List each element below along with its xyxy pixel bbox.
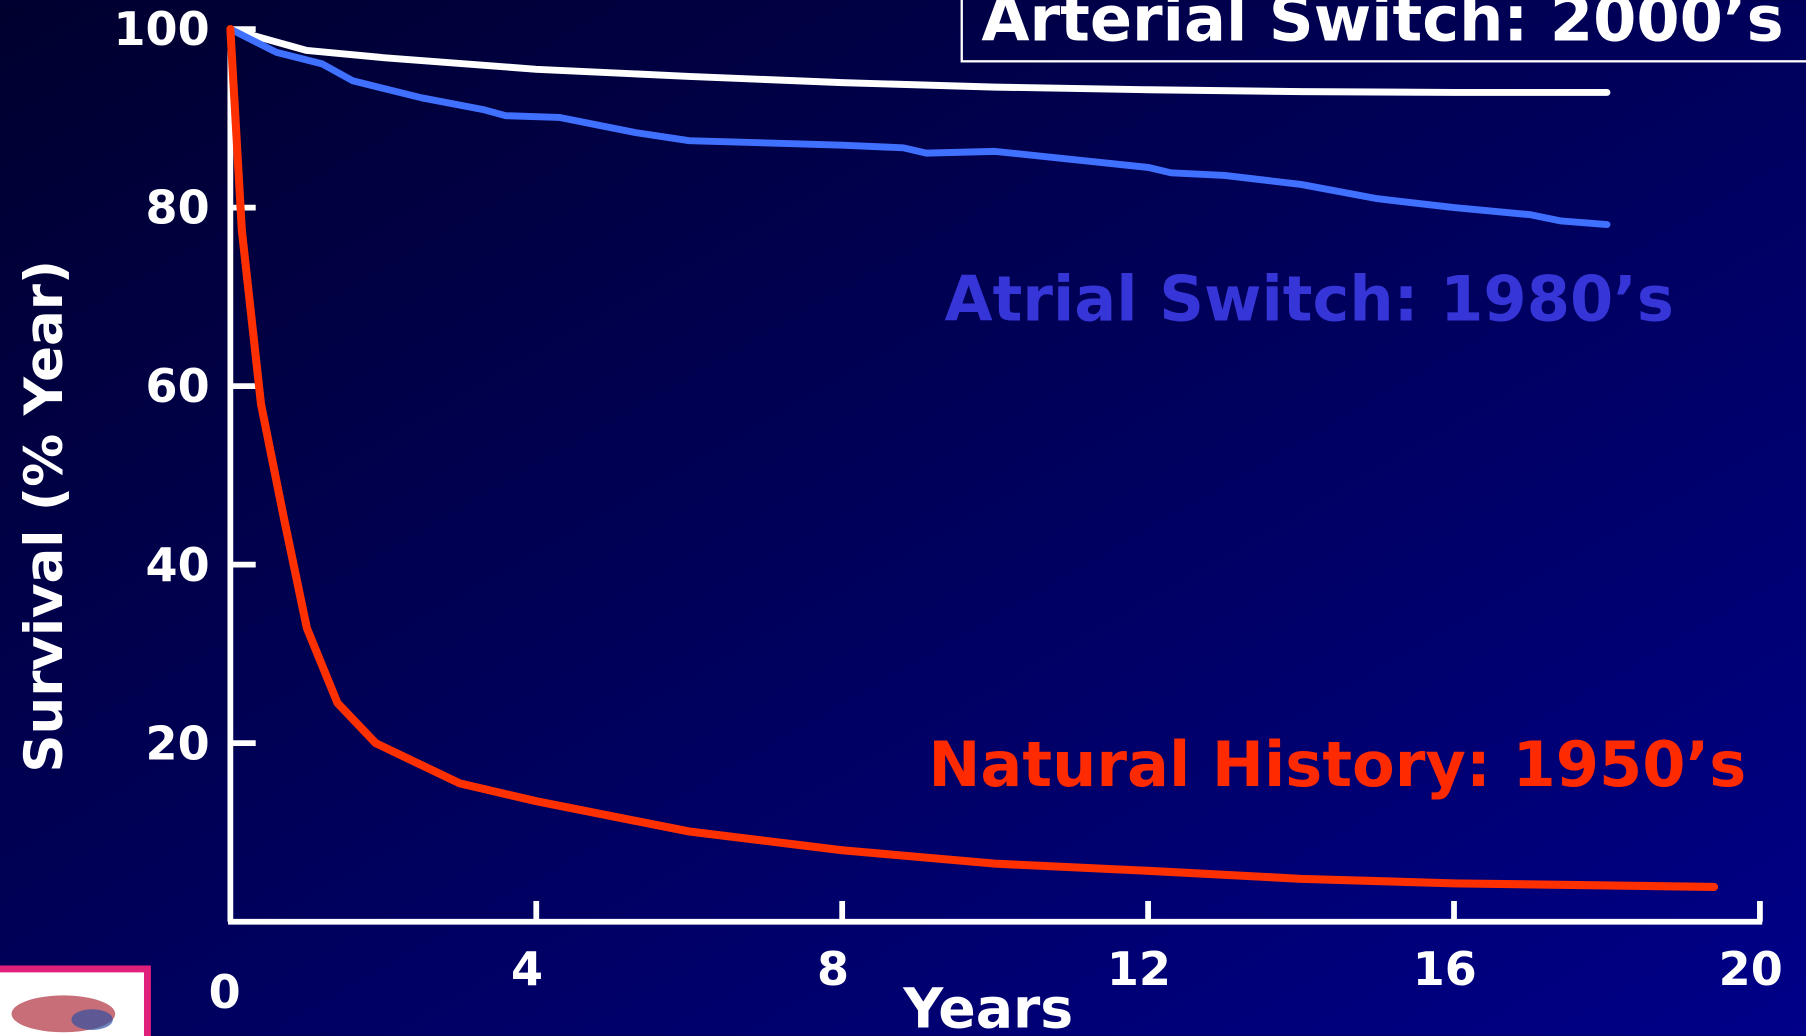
y-tick-label: 80	[146, 181, 210, 235]
x-tick-label: 20	[1719, 942, 1783, 996]
label-box	[960, 0, 1806, 63]
series-line	[226, 25, 1611, 228]
x-axis-label: Years	[902, 978, 1073, 1036]
x-tick-label: 0	[209, 965, 241, 1019]
y-axis-label: Survival (% Year)	[14, 260, 75, 773]
y-tick-label: 60	[146, 359, 210, 413]
logo	[0, 965, 151, 1036]
series-line	[226, 25, 1719, 891]
x-tick-label: 12	[1107, 942, 1171, 996]
series-label: Natural History: 1950’s	[928, 728, 1746, 801]
series-label: Atrial Switch: 1980’s	[944, 262, 1673, 335]
series-line	[226, 25, 1611, 96]
y-tick-label: 40	[146, 538, 210, 592]
x-tick-label: 4	[511, 942, 543, 996]
x-tick-label: 8	[817, 942, 849, 996]
x-tick-label: 16	[1413, 942, 1477, 996]
y-tick-label: 100	[113, 2, 209, 56]
y-tick-label: 20	[146, 716, 210, 770]
series-label: Arterial Switch: 2000’s	[981, 0, 1783, 56]
